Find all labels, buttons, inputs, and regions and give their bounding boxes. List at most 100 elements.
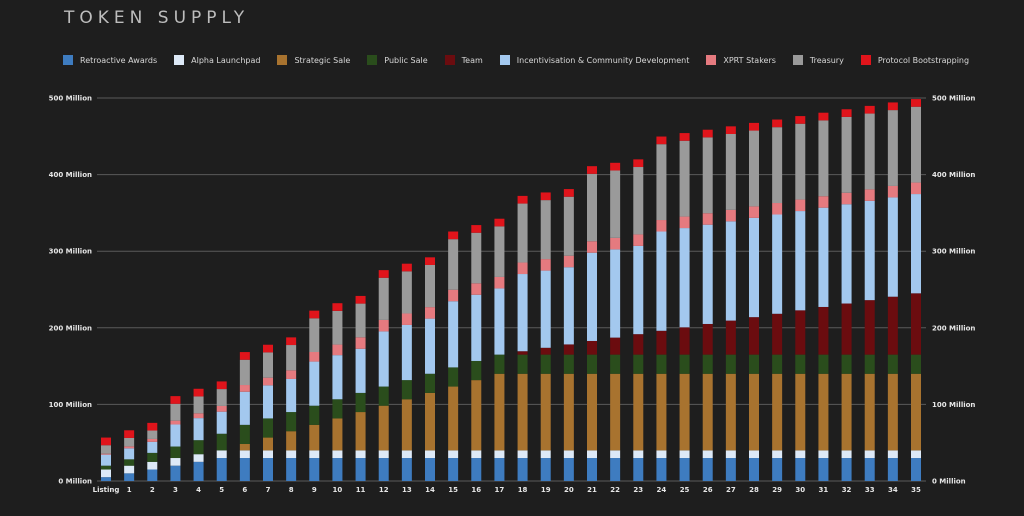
bar-retroactive-awards bbox=[124, 473, 135, 481]
legend-item-treasury: Treasury bbox=[792, 55, 844, 65]
bar-treasury bbox=[263, 352, 273, 378]
bar-treasury bbox=[425, 264, 435, 308]
bar-treasury bbox=[216, 389, 227, 406]
bar-strategic-sale bbox=[749, 373, 759, 451]
bar-strategic-sale bbox=[864, 373, 875, 451]
legend-label: Strategic Sale bbox=[294, 55, 351, 65]
x-tick: 10 bbox=[333, 486, 343, 494]
bar-retroactive-awards bbox=[193, 461, 204, 481]
bar-team bbox=[864, 300, 875, 355]
bar-retroactive-awards bbox=[101, 477, 111, 481]
bar-xprt-stakers bbox=[286, 370, 297, 379]
bar-protocol-bootstrapping bbox=[101, 437, 111, 446]
bar-strategic-sale bbox=[911, 373, 921, 451]
bar-protocol-bootstrapping bbox=[448, 231, 459, 240]
bar-public-sale bbox=[725, 354, 736, 374]
legend: Retroactive Awards Alpha Launchpad Strateg… bbox=[63, 55, 969, 65]
bar-alpha-launchpad bbox=[216, 450, 227, 459]
bar-retroactive-awards bbox=[841, 458, 852, 481]
bar-team bbox=[841, 303, 852, 355]
x-tick: 29 bbox=[772, 486, 782, 494]
bar-protocol-bootstrapping bbox=[147, 422, 158, 431]
bar-public-sale bbox=[263, 418, 273, 438]
bar-team bbox=[633, 334, 644, 355]
legend-label: Team bbox=[461, 55, 483, 65]
bar-protocol-bootstrapping bbox=[239, 352, 250, 360]
bar-protocol-bootstrapping bbox=[355, 295, 366, 304]
bar-xprt-stakers bbox=[332, 344, 343, 356]
legend-label: Retroactive Awards bbox=[80, 55, 158, 65]
bar-team bbox=[749, 317, 759, 355]
y-tick-right: 500 Million bbox=[932, 95, 975, 103]
bar-incentivisation-community-development bbox=[841, 204, 852, 304]
x-tick: 13 bbox=[402, 486, 412, 494]
bar-protocol-bootstrapping bbox=[911, 99, 921, 107]
bar-retroactive-awards bbox=[795, 458, 806, 481]
x-tick: 33 bbox=[865, 486, 875, 494]
bar-alpha-launchpad bbox=[263, 450, 273, 459]
bar-treasury bbox=[309, 318, 320, 353]
bar-protocol-bootstrapping bbox=[656, 136, 667, 145]
bar-alpha-launchpad bbox=[124, 465, 135, 474]
x-tick: 27 bbox=[726, 486, 736, 494]
bar-alpha-launchpad bbox=[841, 450, 852, 459]
bar-retroactive-awards bbox=[656, 458, 667, 481]
bar-incentivisation-community-development bbox=[818, 207, 829, 307]
bar-xprt-stakers bbox=[494, 276, 505, 289]
y-tick-left: 100 Million bbox=[49, 401, 92, 409]
bar-protocol-bootstrapping bbox=[749, 122, 759, 131]
bar-retroactive-awards bbox=[887, 458, 898, 481]
legend-label: Alpha Launchpad bbox=[191, 55, 261, 65]
legend-item-strategic-sale: Strategic Sale bbox=[277, 55, 350, 65]
x-tick: 1 bbox=[127, 486, 132, 494]
legend-label: Protocol Bootstrapping bbox=[877, 55, 970, 65]
bar-team bbox=[702, 323, 713, 355]
x-tick: 20 bbox=[564, 486, 574, 494]
bar-strategic-sale bbox=[309, 424, 320, 451]
x-tick: 16 bbox=[471, 486, 481, 494]
bar-incentivisation-community-development bbox=[448, 301, 459, 368]
bar-incentivisation-community-development bbox=[887, 197, 898, 297]
bar-alpha-launchpad bbox=[772, 450, 783, 459]
bar-protocol-bootstrapping bbox=[772, 119, 783, 128]
x-tick: 23 bbox=[633, 486, 643, 494]
bar-team bbox=[587, 340, 597, 355]
bar-xprt-stakers bbox=[101, 453, 111, 455]
bar-incentivisation-community-development bbox=[725, 221, 736, 321]
bar-xprt-stakers bbox=[587, 241, 597, 253]
bar-public-sale bbox=[633, 354, 644, 374]
x-tick: 12 bbox=[379, 486, 389, 494]
bar-treasury bbox=[286, 345, 297, 371]
bar-alpha-launchpad bbox=[633, 450, 644, 459]
y-tick-left: 200 Million bbox=[49, 324, 92, 332]
bar-treasury bbox=[124, 437, 135, 447]
bar-protocol-bootstrapping bbox=[263, 344, 273, 353]
bar-xprt-stakers bbox=[725, 209, 736, 222]
bar-protocol-bootstrapping bbox=[887, 102, 898, 111]
bar-treasury bbox=[540, 200, 551, 260]
y-tick-right: 100 Million bbox=[932, 401, 975, 409]
bar-public-sale bbox=[841, 354, 852, 374]
bar-public-sale bbox=[425, 373, 435, 393]
bar-public-sale bbox=[101, 465, 111, 470]
bar-incentivisation-community-development bbox=[263, 385, 273, 419]
bar-protocol-bootstrapping bbox=[170, 396, 181, 404]
bar-retroactive-awards bbox=[448, 458, 459, 481]
x-tick: 28 bbox=[749, 486, 759, 494]
legend-label: Incentivisation & Community Development bbox=[516, 55, 690, 65]
bar-protocol-bootstrapping bbox=[725, 126, 736, 135]
bar-team bbox=[517, 351, 528, 355]
x-tick: 4 bbox=[196, 486, 201, 494]
bar-xprt-stakers bbox=[239, 385, 250, 392]
bar-retroactive-awards bbox=[378, 458, 389, 481]
y-tick-left: 300 Million bbox=[49, 248, 92, 256]
bar-alpha-launchpad bbox=[101, 469, 111, 478]
bar-protocol-bootstrapping bbox=[517, 195, 528, 204]
bar-retroactive-awards bbox=[471, 458, 482, 481]
bar-protocol-bootstrapping bbox=[563, 189, 574, 197]
bar-strategic-sale bbox=[355, 412, 366, 451]
bar-retroactive-awards bbox=[147, 469, 158, 481]
x-tick: 7 bbox=[266, 486, 271, 494]
bar-xprt-stakers bbox=[517, 262, 528, 275]
bar-treasury bbox=[332, 310, 343, 345]
